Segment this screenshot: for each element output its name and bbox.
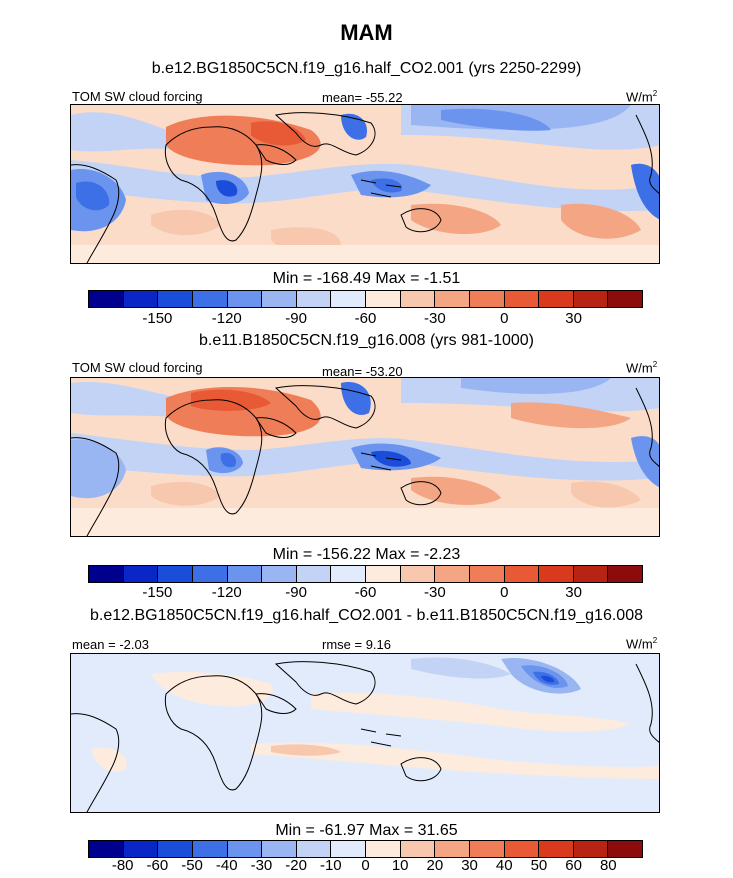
panel3-colorbar: [88, 840, 643, 858]
colorbar-tick-label: 80: [599, 857, 617, 874]
colorbar-swatch: [262, 291, 297, 307]
panel3-mean-label: mean = -2.03: [72, 637, 149, 652]
colorbar-tick-label: -30: [424, 584, 446, 601]
panel2-minmax: Min = -156.22 Max = -2.23: [272, 546, 461, 563]
colorbar-swatch: [504, 841, 540, 857]
colorbar-swatch: [366, 841, 401, 857]
colorbar-swatch: [331, 566, 366, 582]
panel2-variable-label: TOM SW cloud forcing: [72, 360, 203, 375]
colorbar-tick-label: 60: [565, 857, 582, 874]
colorbar-swatch: [192, 841, 228, 857]
colorbar-swatch: [608, 566, 642, 582]
colorbar-swatch: [504, 291, 540, 307]
colorbar-tick-label: -60: [354, 310, 377, 327]
colorbar-swatch: [296, 291, 332, 307]
colorbar-tick-label: -80: [111, 857, 134, 874]
colorbar-swatch: [331, 841, 366, 857]
colorbar-tick-label: 30: [565, 584, 582, 601]
panel1-mean-label: mean= -55.22: [322, 90, 403, 105]
colorbar-swatch: [227, 291, 263, 307]
colorbar-tick-label: 30: [565, 310, 582, 327]
colorbar-tick-label: -50: [181, 857, 203, 874]
colorbar-swatch: [366, 566, 401, 582]
colorbar-swatch: [539, 566, 574, 582]
panel3-units-label: W/m2: [626, 636, 658, 652]
colorbar-swatch: [400, 841, 436, 857]
colorbar-tick-label: -30: [424, 310, 446, 327]
colorbar-swatch: [158, 566, 193, 582]
panel2-header: b.e11.B1850C5CN.f19_g16.008 (yrs 981-100…: [198, 332, 535, 349]
panel2-colorbar: [88, 565, 643, 583]
colorbar-tick-label: -20: [285, 857, 307, 874]
colorbar-tick-label: -120: [211, 584, 242, 601]
colorbar-swatch: [227, 841, 263, 857]
colorbar-swatch: [123, 841, 159, 857]
colorbar-tick-label: -60: [146, 857, 169, 874]
colorbar-tick-label: -40: [215, 857, 238, 874]
colorbar-swatch: [539, 291, 574, 307]
panel1-map: [70, 104, 660, 264]
colorbar-tick-label: 0: [500, 584, 509, 601]
colorbar-swatch: [400, 566, 436, 582]
colorbar-tick-label: -120: [211, 310, 242, 327]
colorbar-swatch: [400, 291, 436, 307]
page-title: MAM: [340, 20, 393, 45]
colorbar-tick-label: 50: [530, 857, 548, 874]
panel1-minmax: Min = -168.49 Max = -1.51: [272, 270, 461, 287]
panel2-map: [70, 377, 660, 537]
colorbar-swatch: [89, 841, 124, 857]
colorbar-swatch: [331, 291, 366, 307]
colorbar-swatch: [435, 566, 470, 582]
panel1-colorbar: [88, 290, 643, 308]
colorbar-swatch: [469, 566, 505, 582]
colorbar-swatch: [227, 566, 263, 582]
colorbar-swatch: [608, 291, 642, 307]
colorbar-swatch: [435, 841, 470, 857]
colorbar-swatch: [123, 291, 159, 307]
colorbar-swatch: [192, 566, 228, 582]
panel1-variable-label: TOM SW cloud forcing: [72, 89, 203, 104]
colorbar-swatch: [469, 841, 505, 857]
colorbar-tick-label: -90: [285, 310, 307, 327]
colorbar-swatch: [469, 291, 505, 307]
colorbar-tick-label: 0: [500, 310, 509, 327]
colorbar-tick-label: -90: [285, 584, 307, 601]
panel2-mean-label: mean= -53.20: [322, 364, 403, 379]
colorbar-swatch: [608, 841, 642, 857]
colorbar-swatch: [296, 566, 332, 582]
colorbar-swatch: [262, 841, 297, 857]
colorbar-swatch: [262, 566, 297, 582]
panel3-rmse-label: rmse = 9.16: [322, 637, 392, 652]
colorbar-swatch: [435, 291, 470, 307]
panel1-units-label: W/m2: [626, 89, 658, 105]
colorbar-tick-label: 0: [361, 857, 370, 874]
panel1-header: b.e12.BG1850C5CN.f19_g16.half_CO2.001 (y…: [151, 60, 582, 77]
panel3-header: b.e12.BG1850C5CN.f19_g16.half_CO2.001 - …: [90, 607, 643, 624]
colorbar-swatch: [573, 291, 609, 307]
colorbar-tick-label: 40: [495, 857, 513, 874]
colorbar-swatch: [296, 841, 332, 857]
colorbar-tick-label: 20: [426, 857, 444, 874]
colorbar-tick-label: -60: [354, 584, 377, 601]
colorbar-tick-label: -30: [250, 857, 273, 874]
colorbar-swatch: [158, 291, 193, 307]
colorbar-swatch: [573, 566, 609, 582]
colorbar-tick-label: 10: [391, 857, 409, 874]
colorbar-swatch: [366, 291, 401, 307]
colorbar-swatch: [573, 841, 609, 857]
colorbar-swatch: [192, 291, 228, 307]
colorbar-tick-label: -150: [142, 584, 173, 601]
colorbar-swatch: [158, 841, 193, 857]
colorbar-tick-label: -150: [142, 310, 173, 327]
panel2-units-label: W/m2: [626, 360, 658, 376]
colorbar-tick-label: 30: [461, 857, 478, 874]
panel3-minmax: Min = -61.97 Max = 31.65: [275, 822, 458, 839]
colorbar-swatch: [539, 841, 574, 857]
panel3-map: [70, 653, 660, 813]
colorbar-tick-label: -10: [319, 857, 342, 874]
colorbar-swatch: [89, 566, 124, 582]
colorbar-swatch: [89, 291, 124, 307]
colorbar-swatch: [123, 566, 159, 582]
colorbar-swatch: [504, 566, 540, 582]
